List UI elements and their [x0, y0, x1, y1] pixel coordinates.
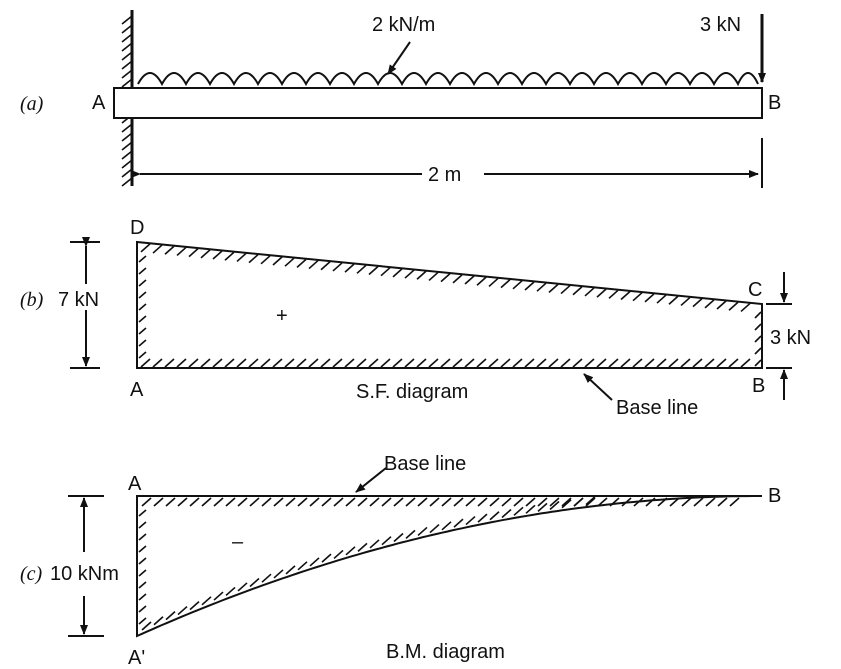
sf-base-line-arrow [583, 373, 613, 401]
beam-end-b: B [768, 92, 781, 114]
beam-end-a: A [92, 92, 106, 114]
span-label: 2 m [428, 164, 461, 186]
part-a-tag: (a) [20, 93, 44, 115]
sf-left-magnitude: 7 kN [58, 289, 99, 311]
sf-point-a: A [130, 379, 144, 401]
bm-diagram-outline [136, 495, 762, 638]
bm-hatching [138, 496, 740, 631]
bm-point-a-prime: A' [128, 647, 145, 669]
bm-sign: – [232, 531, 244, 553]
sf-point-b: B [752, 375, 765, 397]
sf-base-line-label: Base line [616, 397, 698, 419]
bm-magnitude: 10 kNm [50, 563, 119, 585]
beam [113, 87, 763, 119]
sf-point-d: D [130, 217, 144, 239]
point-load-label: 3 kN [700, 14, 741, 36]
bm-point-b: B [768, 485, 781, 507]
bm-base-line-label: Base line [384, 453, 466, 475]
sf-sign: + [276, 305, 288, 327]
sf-right-magnitude: 3 kN [770, 327, 811, 349]
sf-diagram-title: S.F. diagram [356, 381, 468, 403]
sf-diagram: (b) 7 kN 3 kN D C A B + S.F. diagram Bas… [20, 217, 811, 419]
sf-point-c: C [748, 279, 762, 301]
sf-diagram-outline [136, 240, 763, 369]
part-c-tag: (c) [20, 563, 43, 585]
udl-label: 2 kN/m [372, 14, 435, 36]
udl-load [137, 72, 759, 87]
bm-base-line-arrow [355, 467, 387, 493]
sf-hatching [138, 243, 762, 368]
udl-label-arrow [387, 41, 411, 75]
bm-diagram: (c) 10 kNm A A' B – Base line B.M. diagr… [20, 453, 781, 669]
bm-diagram-title: B.M. diagram [386, 641, 505, 663]
beam-figure: (a) A B 2 kN/m 3 kN 2 m [20, 10, 781, 188]
part-b-tag: (b) [20, 289, 44, 311]
bm-point-a: A [128, 473, 142, 495]
